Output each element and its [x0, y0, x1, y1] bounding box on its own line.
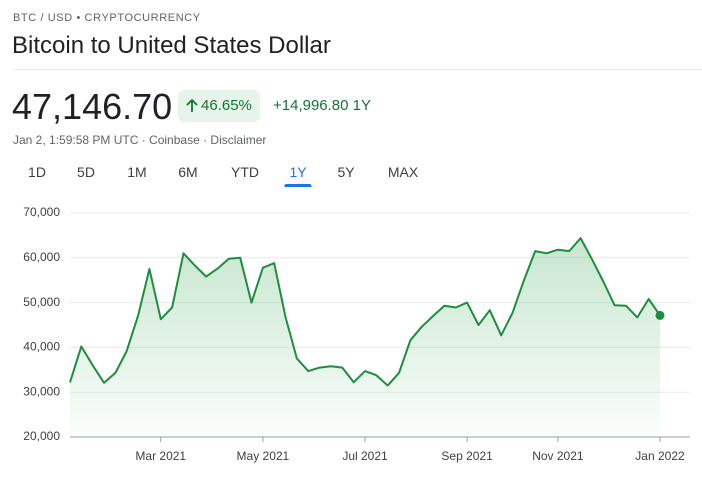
y-tick-label: 70,000 [23, 205, 60, 219]
x-tick-label: May 2021 [237, 449, 290, 463]
range-tab[interactable]: 6M [178, 164, 198, 180]
line-area [70, 238, 660, 437]
change-period: 1Y [352, 97, 372, 114]
change-value: +14,996.80 [273, 97, 349, 114]
y-tick-label: 30,000 [23, 384, 60, 398]
range-tab[interactable]: MAX [387, 164, 419, 180]
x-tick-label: Nov 2021 [532, 449, 584, 463]
y-tick-label: 20,000 [23, 429, 60, 443]
y-tick-label: 40,000 [23, 340, 60, 354]
y-tick-label: 50,000 [23, 295, 60, 309]
divider [13, 69, 702, 70]
eyebrow: BTC / USD • CRYPTOCURRENCY [13, 12, 201, 24]
last-point [655, 310, 665, 320]
quote-meta: Jan 2, 1:59:58 PM UTC · Coinbase · Discl… [13, 133, 267, 147]
change-percent: 46.65% [201, 97, 252, 114]
range-tab[interactable]: 1Y [284, 164, 312, 187]
x-tick-label: Jul 2021 [342, 449, 388, 463]
x-tick-label: Sep 2021 [441, 449, 493, 463]
change-chip: 46.65% [178, 90, 260, 122]
range-tab[interactable]: 5D [77, 164, 95, 180]
change: +14,996.80 1Y [273, 97, 371, 114]
y-tick-label: 60,000 [23, 250, 60, 264]
range-tab[interactable]: YTD [231, 164, 259, 180]
page-title: Bitcoin to United States Dollar [12, 32, 331, 59]
x-tick-label: Mar 2021 [135, 449, 186, 463]
price-line [69, 237, 661, 387]
range-tab[interactable]: 1D [28, 164, 46, 180]
range-tab[interactable]: 1M [127, 164, 147, 180]
up-arrow [186, 99, 198, 112]
x-tick-label: Jan 2022 [635, 449, 685, 463]
price: 47,146.70 [12, 86, 173, 127]
range-tab[interactable]: 5Y [337, 164, 355, 180]
